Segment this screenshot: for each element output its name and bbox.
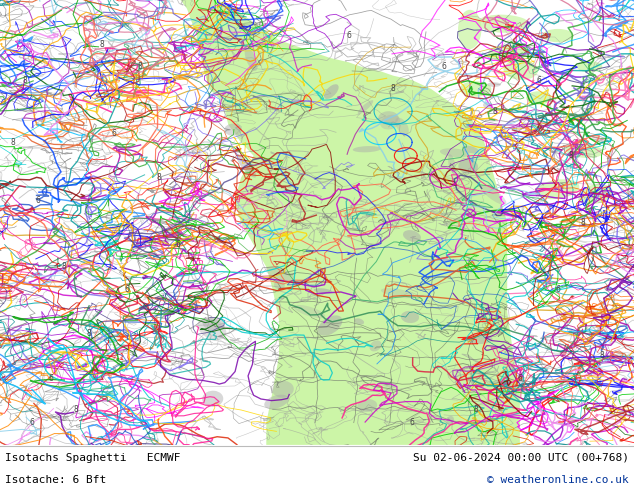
Ellipse shape xyxy=(542,29,574,42)
Ellipse shape xyxy=(272,381,294,398)
Text: 6: 6 xyxy=(175,240,180,249)
Ellipse shape xyxy=(483,102,493,109)
Text: 8: 8 xyxy=(581,218,586,227)
Ellipse shape xyxy=(381,288,415,298)
Ellipse shape xyxy=(395,118,409,134)
Ellipse shape xyxy=(577,61,602,73)
Ellipse shape xyxy=(477,15,530,33)
Polygon shape xyxy=(181,0,520,445)
Text: 8: 8 xyxy=(74,405,79,414)
Ellipse shape xyxy=(444,177,479,201)
Text: 6: 6 xyxy=(536,75,541,85)
Ellipse shape xyxy=(466,334,493,344)
Ellipse shape xyxy=(503,60,538,80)
Text: 6: 6 xyxy=(36,196,41,205)
Ellipse shape xyxy=(202,391,223,407)
Ellipse shape xyxy=(488,45,526,62)
Text: 8: 8 xyxy=(86,329,91,338)
Ellipse shape xyxy=(466,169,484,190)
Ellipse shape xyxy=(370,341,382,351)
Ellipse shape xyxy=(462,146,479,153)
Ellipse shape xyxy=(324,84,339,99)
Text: 8: 8 xyxy=(492,107,497,116)
Text: 6: 6 xyxy=(29,418,34,427)
Text: 8: 8 xyxy=(99,40,104,49)
Ellipse shape xyxy=(401,311,419,323)
Ellipse shape xyxy=(458,159,478,174)
Ellipse shape xyxy=(526,91,552,104)
Text: 8: 8 xyxy=(391,84,396,94)
Ellipse shape xyxy=(380,381,397,388)
Text: 6: 6 xyxy=(517,374,522,383)
Text: 6: 6 xyxy=(441,62,446,71)
Text: © weatheronline.co.uk: © weatheronline.co.uk xyxy=(487,475,629,485)
Ellipse shape xyxy=(488,82,501,87)
Text: 8: 8 xyxy=(568,151,573,160)
Text: Su 02-06-2024 00:00 UTC (00+768): Su 02-06-2024 00:00 UTC (00+768) xyxy=(413,453,629,463)
Text: 8: 8 xyxy=(137,62,142,71)
Ellipse shape xyxy=(294,305,325,318)
Ellipse shape xyxy=(460,81,491,97)
Text: 8: 8 xyxy=(600,351,605,361)
Ellipse shape xyxy=(448,154,455,173)
Text: Isotache: 6 Bft: Isotache: 6 Bft xyxy=(5,475,107,485)
Text: 6: 6 xyxy=(555,285,560,294)
Ellipse shape xyxy=(203,317,224,331)
Ellipse shape xyxy=(318,316,342,336)
Ellipse shape xyxy=(378,111,399,125)
Ellipse shape xyxy=(446,416,454,425)
Text: Isotachs Spaghetti   ECMWF: Isotachs Spaghetti ECMWF xyxy=(5,453,181,463)
Ellipse shape xyxy=(536,179,579,199)
Text: 6: 6 xyxy=(410,418,415,427)
Text: 8: 8 xyxy=(473,405,478,414)
Text: 6: 6 xyxy=(346,31,351,40)
Ellipse shape xyxy=(481,185,507,205)
Ellipse shape xyxy=(314,288,332,294)
Text: 8: 8 xyxy=(156,173,161,182)
Ellipse shape xyxy=(354,318,364,324)
Text: 8: 8 xyxy=(61,263,66,271)
Text: 6: 6 xyxy=(48,374,53,383)
Ellipse shape xyxy=(380,115,400,129)
Ellipse shape xyxy=(274,281,285,290)
Ellipse shape xyxy=(458,10,481,49)
Text: 8: 8 xyxy=(23,75,28,85)
Text: 8: 8 xyxy=(10,138,15,147)
Ellipse shape xyxy=(578,184,612,204)
Ellipse shape xyxy=(358,399,377,412)
Ellipse shape xyxy=(224,123,242,136)
Ellipse shape xyxy=(403,230,421,242)
Ellipse shape xyxy=(236,154,256,177)
Ellipse shape xyxy=(358,100,373,114)
Ellipse shape xyxy=(197,318,226,340)
Ellipse shape xyxy=(440,148,470,157)
Ellipse shape xyxy=(353,146,381,152)
Ellipse shape xyxy=(264,394,288,409)
Text: 6: 6 xyxy=(112,129,117,138)
Text: 6: 6 xyxy=(124,285,129,294)
Ellipse shape xyxy=(566,144,603,158)
Ellipse shape xyxy=(245,48,257,71)
Ellipse shape xyxy=(265,267,294,280)
